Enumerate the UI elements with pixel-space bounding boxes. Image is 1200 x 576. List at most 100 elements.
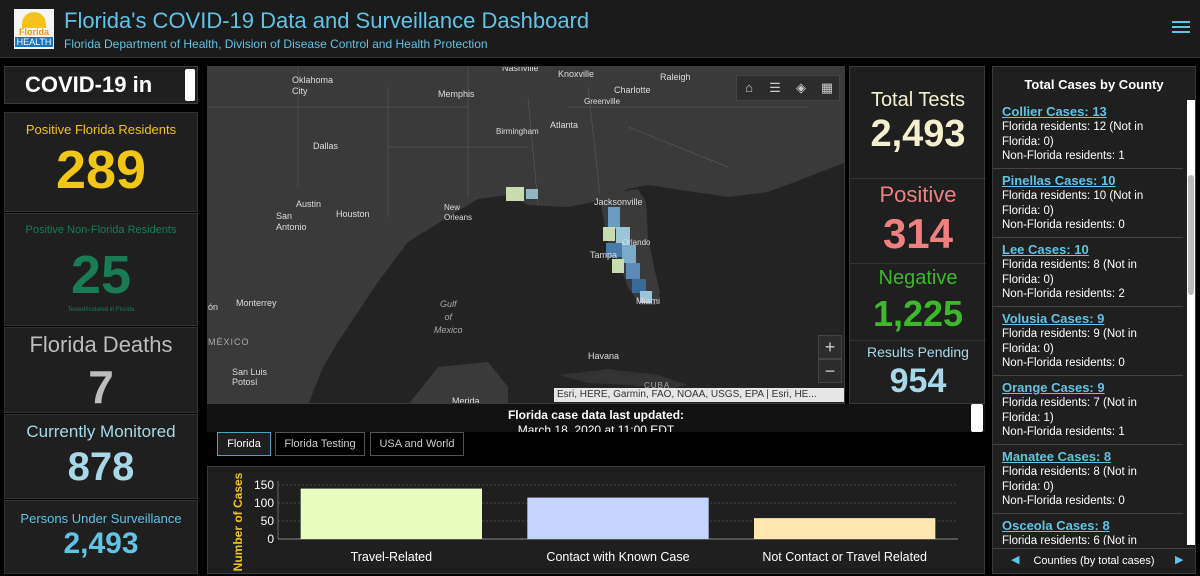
county-detail: Florida residents: 8 (Not in <box>1002 466 1137 478</box>
stat-label: Positive Florida Residents <box>25 122 177 137</box>
map-label: Austin <box>296 199 322 209</box>
list-item: Volusia Cases: 9 Florida residents: 9 (N… <box>993 307 1183 376</box>
map-label: Tampa <box>590 250 618 260</box>
map-view[interactable]: Oklahoma City Memphis Nashville Knoxvill… <box>207 66 845 404</box>
stat-label: Total Tests <box>870 89 966 111</box>
hamburger-menu-icon[interactable] <box>1172 18 1190 38</box>
county-link[interactable]: Volusia Cases: 9 <box>1002 311 1105 326</box>
banner-scrollbar[interactable] <box>185 69 195 101</box>
y-tick-label: 0 <box>267 532 274 546</box>
county-list[interactable]: Collier Cases: 13 Florida residents: 12 … <box>993 100 1183 545</box>
map-toolbar: ⌂ ☰ ◈ ▦ <box>736 75 840 101</box>
county-link[interactable]: Manatee Cases: 8 <box>1002 449 1112 464</box>
map-label: San Antonio <box>276 211 307 232</box>
county-detail: Florida: 0) <box>1002 273 1054 286</box>
list-item: Osceola Cases: 8 Florida residents: 6 (N… <box>993 514 1183 545</box>
stat-note: Tested/Isolated in Florida <box>67 307 135 313</box>
stat-florida-deaths: Florida Deaths 7 <box>4 327 198 413</box>
county-link[interactable]: Collier Cases: 13 <box>1002 104 1107 119</box>
stat-negative: Negative 1,225 <box>850 265 986 341</box>
stat-label: Florida Deaths <box>29 332 173 357</box>
stat-currently-monitored: Currently Monitored 878 <box>4 414 198 499</box>
map-label: San Luis Potosí <box>232 367 268 387</box>
stat-results-pending: Results Pending 954 <box>850 342 986 404</box>
stat-label: Persons Under Surveillance <box>20 511 182 526</box>
list-icon[interactable]: ☰ <box>769 80 781 95</box>
county-detail: Non-Florida residents: 2 <box>1002 288 1125 300</box>
sun-icon <box>22 12 46 28</box>
county-detail: Florida residents: 9 (Not in <box>1002 328 1137 340</box>
county-detail: Florida: 0) <box>1002 135 1054 148</box>
page-subtitle: Florida Department of Health, Division o… <box>64 37 488 51</box>
logo-text-top: Florida <box>18 27 49 37</box>
county-detail: Florida: 0) <box>1002 480 1054 493</box>
list-item: Manatee Cases: 8 Florida residents: 8 (N… <box>993 445 1183 514</box>
zoom-out-button[interactable]: − <box>818 359 842 383</box>
scrollbar-thumb[interactable] <box>1188 175 1194 295</box>
app-header: Florida HEALTH Florida's COVID-19 Data a… <box>0 0 1200 58</box>
banner-scrollbar[interactable] <box>971 404 983 432</box>
chevron-right-icon[interactable]: ▶ <box>1175 554 1184 566</box>
map-label: Havana <box>588 351 620 361</box>
stat-value: 1,225 <box>872 293 964 334</box>
last-updated-banner: Florida case data last updated: March 18… <box>207 404 985 432</box>
map-label: Charlotte <box>614 85 651 95</box>
map-label: CUBA <box>644 381 671 390</box>
county-detail: Non-Florida residents: 0 <box>1002 219 1125 231</box>
stat-label: Results Pending <box>867 344 969 360</box>
county-link[interactable]: Orange Cases: 9 <box>1002 380 1105 395</box>
list-item: Collier Cases: 13 Florida residents: 12 … <box>993 100 1183 169</box>
logo-text-bottom: HEALTH <box>15 37 53 47</box>
banner-panel: COVID-19 in <box>4 66 198 104</box>
county-detail: Florida residents: 10 (Not in <box>1002 190 1144 202</box>
stat-value: 954 <box>889 362 947 400</box>
county-link[interactable]: Osceola Cases: 8 <box>1002 518 1110 533</box>
map-label: Dallas <box>313 141 339 151</box>
stat-total-tests: Total Tests 2,493 <box>850 67 986 179</box>
county-link[interactable]: Lee Cases: 10 <box>1002 242 1089 257</box>
tab-usa-and-world[interactable]: USA and World <box>370 432 464 456</box>
layers-icon[interactable]: ◈ <box>796 80 806 95</box>
last-updated-date: March 18, 2020 at 11:00 EDT <box>517 423 675 432</box>
stat-positive-non-residents: Positive Non-Florida Residents 25 Tested… <box>4 213 198 326</box>
y-tick-label: 150 <box>254 478 274 492</box>
county-list-scrollbar[interactable] <box>1187 100 1195 545</box>
bar <box>300 488 482 539</box>
county-choropleth[interactable] <box>506 187 652 303</box>
home-icon[interactable]: ⌂ <box>745 80 753 95</box>
map-attribution[interactable]: Esri, HERE, Garmin, FAO, NOAA, USGS, EPA… <box>554 388 844 402</box>
map-label: Orlando <box>622 238 651 247</box>
stat-value: 2,493 <box>870 113 966 155</box>
x-tick-label: Contact with Known Case <box>546 550 689 564</box>
tab-florida-testing[interactable]: Florida Testing <box>275 432 365 456</box>
county-detail: Florida residents: 6 (Not in <box>1002 535 1137 545</box>
county-detail: Florida: 1) <box>1002 411 1054 424</box>
stat-label: Positive Non-Florida Residents <box>25 224 177 236</box>
county-detail: Florida: 0) <box>1002 342 1054 355</box>
tab-florida[interactable]: Florida <box>217 432 271 456</box>
county-link[interactable]: Pinellas Cases: 10 <box>1002 173 1116 188</box>
chevron-left-icon[interactable]: ◀ <box>1011 554 1020 566</box>
county-list-footer: ◀ Counties (by total cases) ▶ <box>993 548 1195 572</box>
map-label: Greenville <box>584 97 621 106</box>
map-label: Atlanta <box>550 120 579 130</box>
stat-value: 25 <box>70 245 132 305</box>
list-item: Lee Cases: 10 Florida residents: 8 (Not … <box>993 238 1183 307</box>
stat-label: Currently Monitored <box>26 422 176 441</box>
zoom-in-button[interactable]: + <box>818 335 842 359</box>
y-axis-label: Number of Cases <box>231 472 245 571</box>
map-label: Monterrey <box>236 298 277 308</box>
page-title: Florida's COVID-19 Data and Surveillance… <box>64 8 590 33</box>
map-label: Nashville <box>502 66 539 73</box>
qr-grid-icon[interactable]: ▦ <box>820 80 834 95</box>
stat-positive: Positive 314 <box>850 180 986 264</box>
map-label: Birmingham <box>496 127 539 136</box>
stat-label: Negative <box>878 267 958 289</box>
county-detail: Non-Florida residents: 0 <box>1002 357 1125 369</box>
map-label: Jacksonville <box>594 197 643 207</box>
stat-positive-residents: Positive Florida Residents 289 <box>4 112 198 212</box>
map-label: Merida <box>452 396 480 404</box>
case-type-chart-panel: Number of Cases 0 50 100 150 Travel-Related Co… <box>207 466 985 574</box>
map-label: Miami <box>636 296 660 306</box>
florida-health-logo: Florida HEALTH <box>14 9 54 49</box>
